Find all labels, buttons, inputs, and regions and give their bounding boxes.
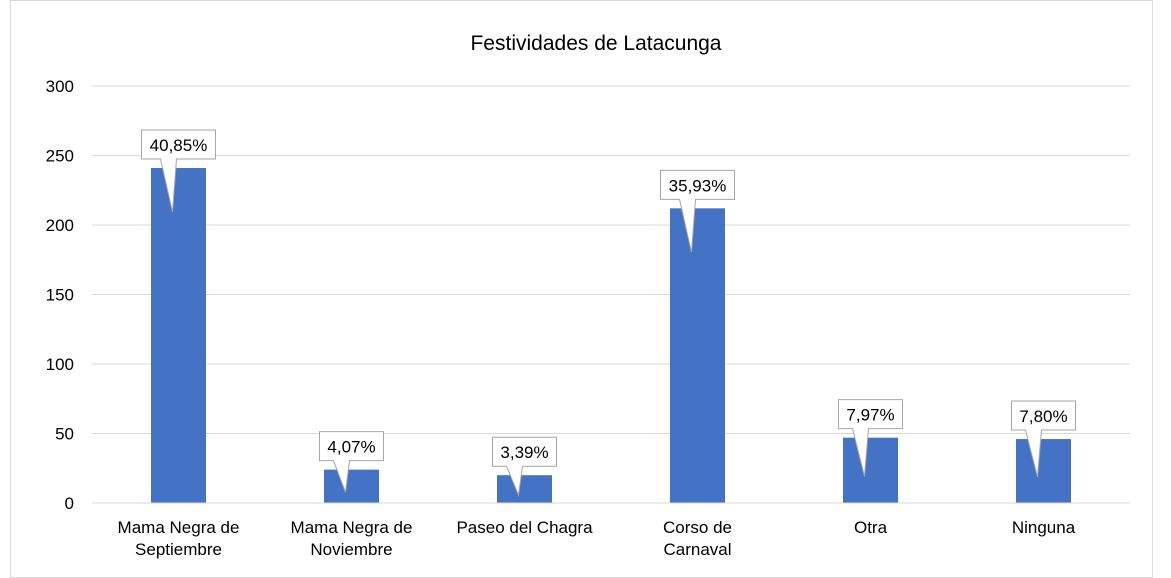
x-tick-line: Mama Negra de (291, 518, 413, 537)
x-tick-label: Paseo del Chagra (456, 518, 593, 537)
data-label-callout (1011, 400, 1076, 478)
x-tick-line: Ninguna (1012, 518, 1076, 537)
x-tick-line: Otra (854, 518, 888, 537)
bar (151, 168, 206, 503)
x-tick-label: Mama Negra de Noviembre (291, 518, 413, 559)
y-tick-label: 50 (55, 425, 74, 444)
data-label: 35,93% (669, 176, 727, 195)
data-label-callout (838, 399, 903, 477)
data-label: 7,97% (846, 406, 894, 425)
chart-title: Festividades de Latacunga (470, 32, 721, 55)
y-tick-label: 250 (46, 147, 74, 166)
data-label: 3,39% (500, 443, 548, 462)
x-tick-line: Mama Negra de (118, 518, 240, 537)
x-tick-line: Septiembre (135, 540, 222, 559)
x-tick-label: Ninguna (1012, 518, 1076, 537)
x-tick-line: Noviembre (310, 540, 392, 559)
y-tick-label: 100 (46, 355, 74, 374)
y-tick-label: 300 (46, 77, 74, 96)
data-label-callout (492, 436, 557, 497)
x-tick-label: Mama Negra de Septiembre (118, 518, 240, 559)
y-tick-label: 150 (46, 286, 74, 305)
bar (843, 437, 898, 503)
y-tick-label: 200 (46, 216, 74, 235)
data-label-callout (660, 169, 735, 253)
x-tick-line: Corso de (663, 518, 732, 537)
data-label: 40,85% (150, 136, 208, 155)
bar (324, 469, 379, 503)
data-label: 7,80% (1019, 407, 1067, 426)
x-tick-label: Corso de Carnaval (663, 518, 732, 559)
bar (497, 475, 552, 503)
bar (670, 208, 725, 503)
data-label-callout (319, 431, 384, 493)
bar (1016, 439, 1071, 503)
data-label-callout (141, 129, 216, 213)
x-tick-line: Paseo del Chagra (456, 518, 593, 537)
y-tick-label: 0 (65, 494, 74, 513)
data-label: 4,07% (327, 438, 375, 457)
x-tick-label: Otra (854, 518, 888, 537)
x-tick-line: Carnaval (663, 540, 731, 559)
